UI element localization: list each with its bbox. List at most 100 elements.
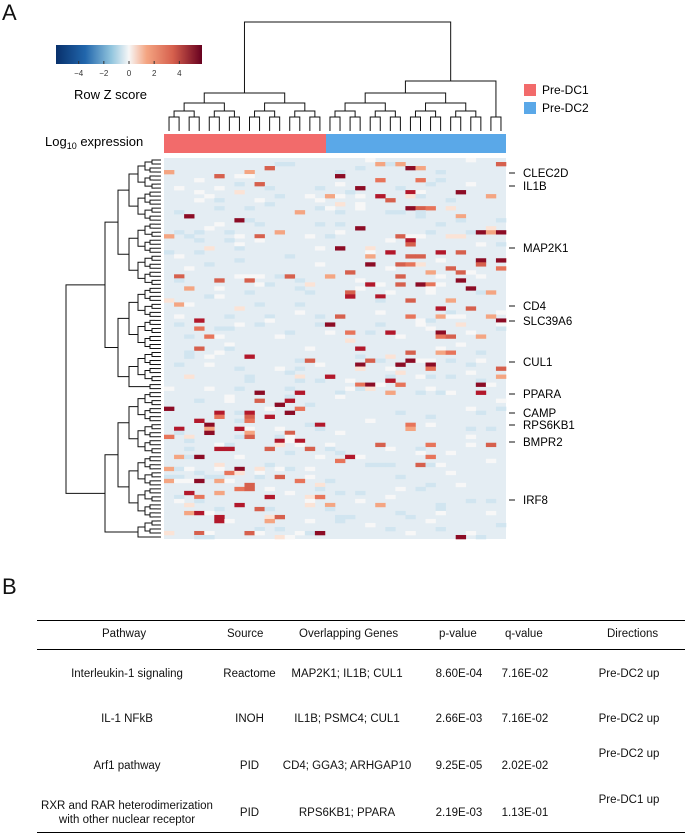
heatmap-cell <box>395 186 406 191</box>
dendrogram-branch <box>144 225 152 235</box>
heatmap-cell <box>475 230 487 235</box>
dendrogram-branch <box>149 343 155 349</box>
heatmap-cell <box>375 194 386 199</box>
heatmap-cell <box>365 418 376 423</box>
heatmap-cell <box>415 282 426 287</box>
heatmap-cell <box>465 498 477 504</box>
heatmap-cell <box>405 426 416 432</box>
heatmap-cell <box>314 262 326 267</box>
heatmap-cell <box>294 406 306 411</box>
heatmap-cell <box>274 534 286 540</box>
heatmap-cell <box>395 162 406 167</box>
heatmap-cell <box>254 530 265 536</box>
heatmap-cell <box>435 506 446 512</box>
heatmap-cell <box>244 170 255 175</box>
heatmap-cell <box>445 266 457 271</box>
dendrogram-branch <box>254 110 276 117</box>
heatmap-cell <box>405 206 416 211</box>
heatmap-cell <box>214 506 225 512</box>
heatmap-cell <box>495 266 507 271</box>
heatmap-cell <box>365 386 376 391</box>
heatmap-cell <box>234 190 245 195</box>
heatmap-cell <box>264 406 275 411</box>
heatmap-cell <box>184 434 195 440</box>
heatmap-cell <box>355 498 366 504</box>
heatmap-cell <box>284 438 296 444</box>
heatmap-figure: −4 −2 0 2 4 Row Z score Log10 expression Pre… <box>45 21 589 540</box>
heatmap-cell <box>435 222 446 227</box>
heatmap-cell <box>345 514 356 520</box>
heatmap-cell <box>254 238 265 243</box>
dendrogram-branch <box>151 231 157 237</box>
dendrogram-branch <box>144 257 152 267</box>
heatmap-cell <box>335 222 346 227</box>
heatmap-cell <box>485 194 497 199</box>
heatmap-cell <box>234 386 245 391</box>
heatmap-cell <box>425 454 436 460</box>
heatmap-cell <box>294 286 306 291</box>
heatmap-cell <box>345 330 356 335</box>
heatmap-cell <box>455 482 467 488</box>
heatmap-cell <box>314 186 326 191</box>
dendrogram-branch <box>144 474 152 484</box>
heatmap-cell <box>174 210 185 215</box>
heatmap-cell <box>204 262 215 267</box>
heatmap-cell <box>335 390 346 395</box>
heatmap-cell <box>415 178 426 183</box>
heatmap-cell <box>214 186 225 191</box>
heatmap-cell <box>214 414 225 419</box>
heatmap-cell <box>375 310 386 315</box>
heatmap-cell <box>465 270 477 275</box>
heatmap-cell <box>244 206 255 211</box>
heatmap-cell <box>254 470 265 476</box>
heatmap-cell <box>244 174 255 179</box>
heatmap-cell <box>355 278 366 283</box>
heatmap-cell <box>405 514 416 520</box>
heatmap-cell <box>244 430 255 436</box>
heatmap-cell <box>234 466 245 472</box>
heatmap-cell <box>184 478 195 484</box>
heatmap-cell <box>435 282 446 287</box>
heatmap-cell <box>345 378 356 383</box>
heatmap-cell <box>294 478 306 484</box>
dendrogram-branch <box>188 116 200 123</box>
heatmap-cell <box>365 330 376 335</box>
heatmap-cell <box>455 322 467 327</box>
heatmap-cell <box>294 438 306 444</box>
heatmap-cell <box>164 530 175 536</box>
heatmap-cell <box>274 274 286 279</box>
dendrogram-branch <box>213 110 235 117</box>
heatmap-cells <box>164 158 507 540</box>
heatmap-cell <box>274 194 286 199</box>
heatmap-cell <box>375 382 386 387</box>
heatmap-cell <box>485 226 497 231</box>
heatmap-cell <box>395 262 406 267</box>
heatmap-cell <box>314 454 326 460</box>
heatmap-cell <box>324 374 336 379</box>
panel-b-letter: B <box>2 574 17 599</box>
heatmap-cell <box>274 526 286 532</box>
heatmap-cell <box>184 438 195 444</box>
heatmap-cell <box>485 382 497 387</box>
heatmap-cell <box>425 318 436 323</box>
heatmap-cell <box>425 290 436 295</box>
dendrogram-branch <box>137 358 145 376</box>
heatmap-cell <box>465 442 477 448</box>
heatmap-cell <box>274 442 286 448</box>
heatmap-cell <box>475 290 487 295</box>
heatmap-cell <box>445 374 457 379</box>
gene-label: IL1B <box>523 181 547 193</box>
dendrogram-branch <box>364 92 447 103</box>
heatmap-cell <box>244 482 255 488</box>
legend-swatch-pre-dc2 <box>524 102 536 114</box>
heatmap-cell <box>395 282 406 287</box>
heatmap-cell <box>465 330 477 335</box>
dendrogram-branch <box>455 110 477 117</box>
dendrogram-branch <box>151 279 157 285</box>
heatmap-cell <box>244 290 255 295</box>
dendrogram-branch <box>137 165 145 183</box>
dendrogram-branch <box>349 116 361 123</box>
heatmap-cell <box>274 466 286 472</box>
heatmap-cell <box>294 210 306 215</box>
